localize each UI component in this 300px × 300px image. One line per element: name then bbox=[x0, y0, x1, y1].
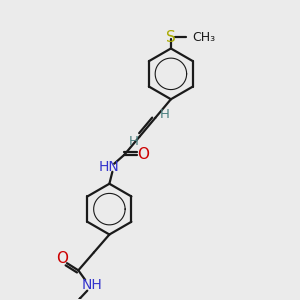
Text: H: H bbox=[159, 108, 169, 121]
Text: CH₃: CH₃ bbox=[193, 31, 216, 44]
Text: HN: HN bbox=[98, 160, 119, 174]
Text: O: O bbox=[137, 147, 149, 162]
Text: O: O bbox=[56, 251, 68, 266]
Text: NH: NH bbox=[82, 278, 103, 292]
Text: H: H bbox=[128, 135, 138, 148]
Text: S: S bbox=[166, 30, 176, 45]
